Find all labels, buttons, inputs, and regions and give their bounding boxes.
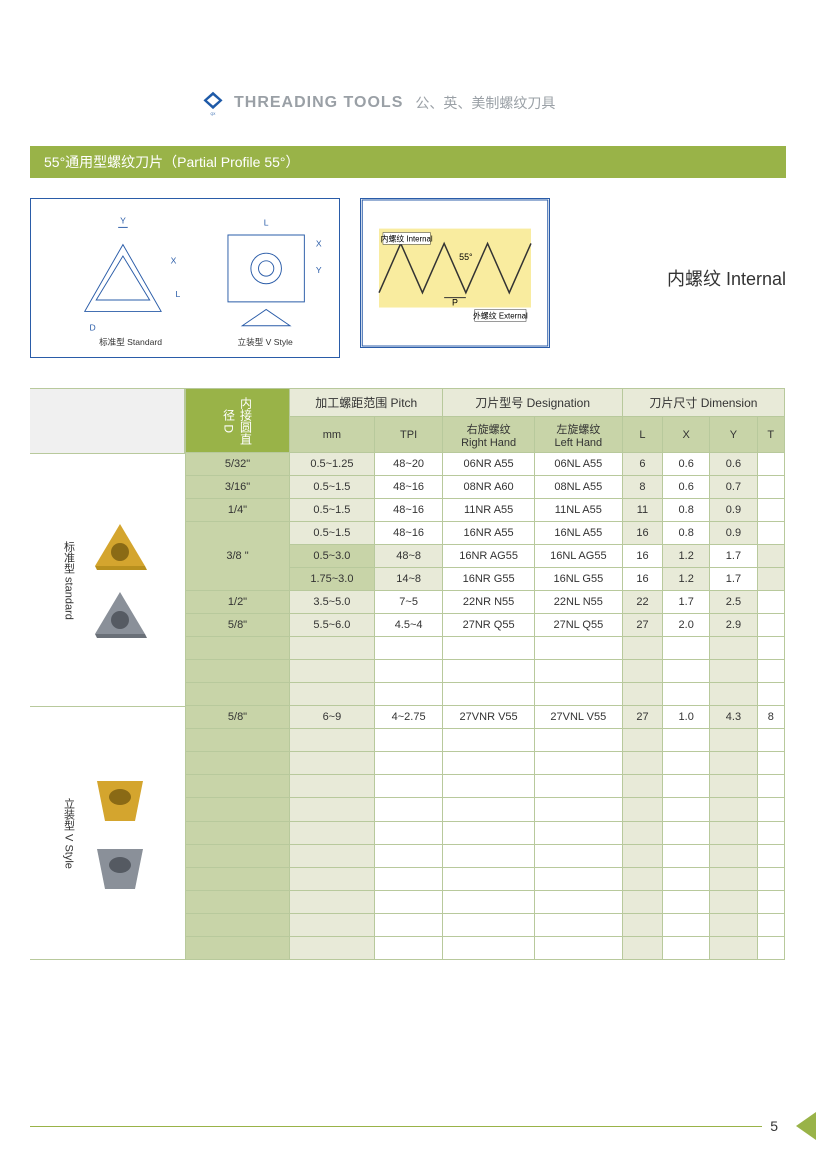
col-dimension: 刀片尺寸 Dimension [622, 389, 784, 417]
header-title: THREADING TOOLS [234, 94, 403, 112]
svg-text:X: X [171, 256, 177, 266]
table-row [186, 775, 785, 798]
col-rh: 右旋螺纹 Right Hand [443, 417, 534, 453]
col-t: T [757, 417, 784, 453]
standard-insert-grey-icon [85, 584, 155, 644]
col-mm: mm [290, 417, 375, 453]
svg-text:L: L [175, 289, 180, 299]
col-d: 内接圆直径 D [186, 389, 290, 453]
table-row [186, 844, 785, 867]
standard-group: 标准型 standard [30, 454, 185, 707]
section-title-bar: 55°通用型螺纹刀片（Partial Profile 55°） [30, 146, 786, 178]
svg-text:QX: QX [211, 112, 217, 116]
table-row [186, 913, 785, 936]
corner-accent-icon [796, 1112, 816, 1140]
table-row: 3/8 "0.5~1.548~1616NR A5516NL A55160.80.… [186, 522, 785, 545]
table-row [186, 637, 785, 660]
col-l: L [622, 417, 662, 453]
col-lh: 左旋螺纹 Left Hand [534, 417, 622, 453]
thread-profile-diagram: 内螺纹 Internal 外螺纹 External 55° P [360, 198, 550, 348]
vstyle-group: 立装型 V Style [30, 707, 185, 960]
col-x: X [663, 417, 710, 453]
table-row: 5/32"0.5~1.2548~2006NR A5506NL A5560.60.… [186, 453, 785, 476]
svg-text:Y: Y [316, 265, 322, 275]
svg-text:标准型 Standard: 标准型 Standard [99, 336, 162, 347]
table-row [186, 936, 785, 959]
svg-text:P: P [452, 298, 458, 308]
section-title: 55°通用型螺纹刀片（Partial Profile 55°） [44, 154, 300, 170]
svg-text:立装型 V Style: 立装型 V Style [238, 336, 294, 347]
table-row [186, 729, 785, 752]
svg-text:L: L [264, 217, 269, 227]
col-designation: 刀片型号 Designation [443, 389, 622, 417]
table-row [186, 821, 785, 844]
page-footer: 5 [30, 1118, 786, 1134]
page-number: 5 [770, 1118, 778, 1134]
svg-text:D: D [90, 323, 96, 333]
table-row [186, 660, 785, 683]
table-row: 1/2"3.5~5.07~522NR N5522NL N55221.72.5 [186, 591, 785, 614]
table-row [186, 798, 785, 821]
table-row: 1/4"0.5~1.548~1611NR A5511NL A55110.80.9 [186, 499, 785, 522]
table-row: 5/8"5.5~6.04.5~427NR Q5527NL Q55272.02.9 [186, 614, 785, 637]
vstyle-insert-grey-icon [85, 837, 155, 897]
svg-text:X: X [316, 238, 322, 248]
svg-text:外螺纹 External: 外螺纹 External [473, 310, 528, 320]
vstyle-insert-gold-icon [85, 769, 155, 829]
svg-text:Y: Y [120, 216, 126, 226]
table-row: 3/16"0.5~1.548~1608NR A6008NL A5580.60.7 [186, 476, 785, 499]
table-row: 5/8"6~94~2.7527VNR V5527VNL V55271.04.38 [186, 706, 785, 729]
svg-text:内螺纹 Internal: 内螺纹 Internal [381, 233, 433, 243]
insert-geometry-diagram: Y X L D L X Y 标准型 Standard 立装型 V Style [30, 198, 340, 358]
page-header: QX THREADING TOOLS 公、英、美制螺纹刀具 [200, 90, 786, 116]
spec-table: 标准型 standard 立装型 V Style 内接圆直径 D 加工螺距范围 … [30, 388, 786, 960]
svg-text:55°: 55° [459, 252, 473, 262]
standard-group-label: 标准型 standard [61, 541, 77, 620]
logo-icon: QX [200, 90, 226, 116]
col-pitch: 加工螺距范围 Pitch [290, 389, 443, 417]
standard-insert-gold-icon [85, 516, 155, 576]
col-tpi: TPI [374, 417, 443, 453]
table-row [186, 752, 785, 775]
table-row [186, 890, 785, 913]
header-subtitle: 公、英、美制螺纹刀具 [415, 93, 555, 113]
col-y: Y [710, 417, 757, 453]
table-row [186, 867, 785, 890]
internal-thread-label: 内螺纹 Internal [667, 265, 786, 291]
vstyle-group-label: 立装型 V Style [61, 798, 77, 869]
table-row [186, 683, 785, 706]
